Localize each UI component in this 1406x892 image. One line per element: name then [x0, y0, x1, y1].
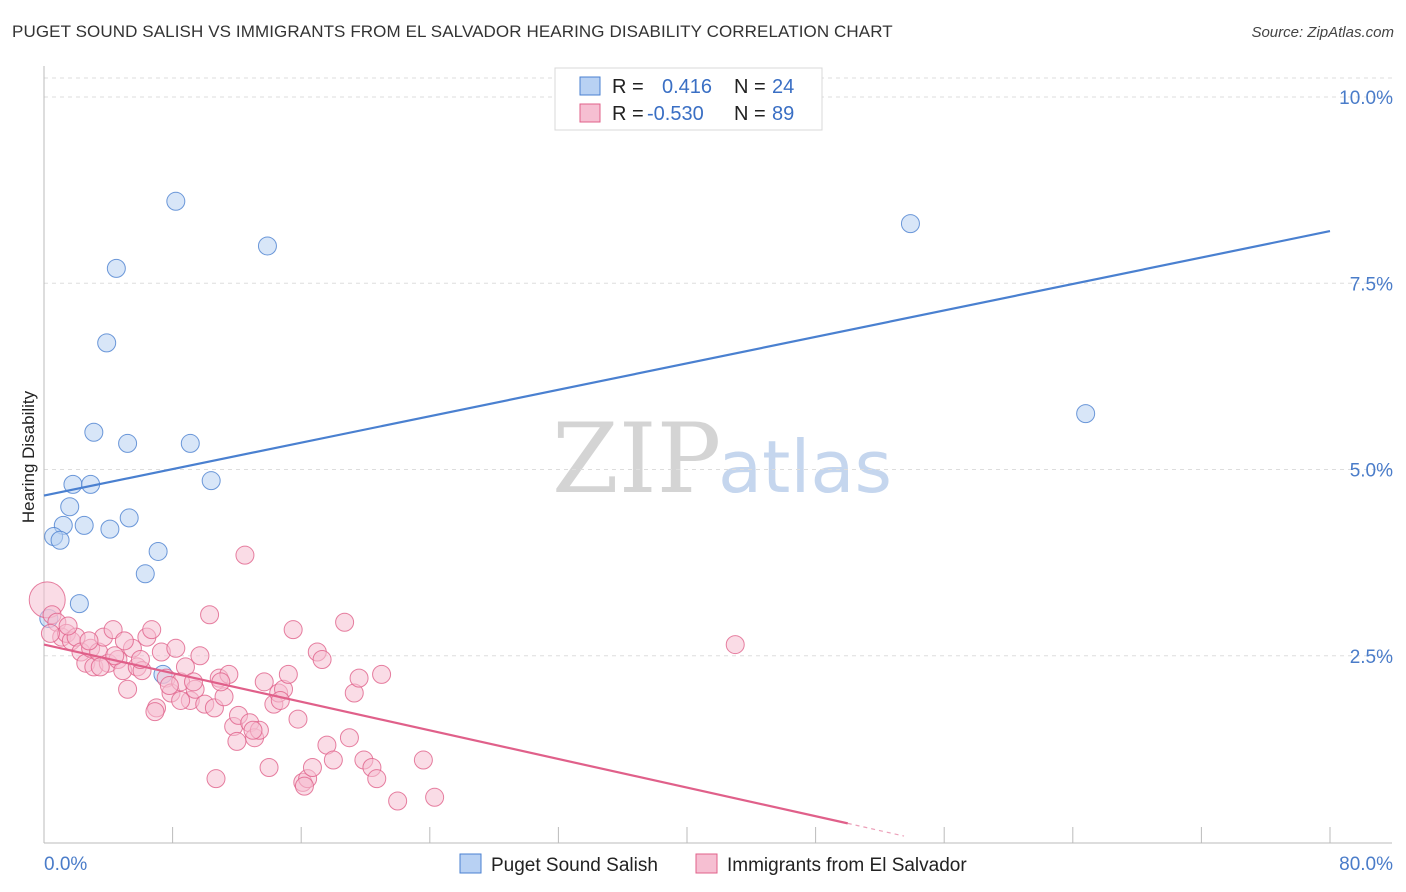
data-point — [58, 616, 78, 636]
y-tick-label: 2.5% — [1350, 647, 1393, 668]
data-point — [148, 541, 168, 561]
data-point — [74, 515, 94, 535]
data-point — [312, 649, 332, 669]
data-point — [349, 668, 369, 688]
data-point — [60, 497, 80, 517]
data-point — [201, 471, 221, 491]
data-point — [388, 791, 408, 811]
grid-lines — [44, 77, 1392, 657]
data-point — [79, 631, 99, 651]
data-point — [372, 664, 392, 684]
series-immigrants-el-salvador — [28, 545, 745, 811]
y-axis-label: Hearing Disability — [19, 390, 38, 523]
legend-n-label: N = — [734, 103, 766, 125]
legend-swatch-pink — [579, 103, 601, 123]
x-tick-labels: 0.0% 80.0% — [44, 854, 1393, 875]
chart-title: PUGET SOUND SALISH VS IMMIGRANTS FROM EL… — [12, 22, 893, 41]
data-point — [339, 728, 359, 748]
data-point — [302, 758, 322, 777]
correlation-legend: R = 0.416 N = 24 R = -0.530 N = 89 — [554, 67, 823, 131]
data-point — [200, 605, 220, 625]
data-point — [159, 676, 179, 696]
data-point — [323, 750, 343, 770]
legend-immigrants-el-salvador: Immigrants from El Salvador — [727, 855, 967, 876]
data-point — [118, 433, 138, 453]
legend-swatch-blue — [579, 76, 601, 96]
legend-r-label: R = — [612, 76, 644, 98]
data-point — [900, 214, 920, 234]
data-point — [114, 631, 134, 651]
data-point — [119, 508, 139, 528]
data-point — [50, 530, 70, 550]
data-point — [235, 545, 255, 565]
trend-line — [43, 643, 848, 825]
data-point — [166, 191, 186, 211]
legend-n-value: 89 — [772, 103, 794, 125]
data-point — [257, 236, 277, 256]
y-tick-label: 10.0% — [1339, 88, 1393, 109]
series-legend: Puget Sound Salish Immigrants from El Sa… — [459, 853, 967, 876]
data-point — [190, 646, 210, 666]
data-point — [206, 769, 226, 789]
data-point — [254, 672, 274, 692]
data-point — [166, 638, 186, 658]
legend-n-label: N = — [734, 76, 766, 98]
data-point — [294, 776, 314, 796]
data-point — [725, 635, 745, 655]
y-tick-labels: 2.5% 5.0% 7.5% 10.0% — [1339, 88, 1393, 668]
trend-lines — [43, 230, 1331, 837]
data-point — [1076, 404, 1096, 424]
legend-swatch-puget — [459, 853, 482, 874]
data-point — [100, 519, 120, 539]
data-point — [171, 690, 191, 710]
legend-r-value: -0.530 — [647, 103, 704, 125]
legend-swatch-el-salvador — [695, 853, 718, 874]
data-point — [118, 679, 138, 699]
data-point — [180, 433, 200, 453]
data-point — [283, 620, 303, 640]
data-point — [259, 758, 279, 777]
data-point — [90, 657, 110, 677]
legend-puget-sound-salish: Puget Sound Salish — [491, 855, 658, 876]
watermark-zip: ZIP — [552, 403, 721, 515]
data-point — [84, 422, 104, 442]
data-point — [97, 333, 117, 353]
data-point — [425, 787, 445, 807]
source-label: Source: ZipAtlas.com — [1251, 24, 1394, 41]
data-point — [367, 769, 387, 789]
data-point — [145, 702, 165, 722]
legend-r-value: 0.416 — [662, 76, 712, 98]
data-point — [413, 750, 433, 770]
data-point — [278, 664, 298, 684]
data-point — [69, 594, 89, 614]
trend-line-extension — [847, 822, 905, 837]
data-point — [106, 258, 126, 278]
x-tick-label: 80.0% — [1339, 854, 1393, 875]
data-point — [270, 690, 290, 710]
legend-n-value: 24 — [772, 76, 794, 98]
legend-r-label: R = — [612, 103, 644, 125]
y-tick-label: 7.5% — [1350, 274, 1393, 295]
watermark-atlas: atlas — [718, 425, 892, 509]
data-point — [243, 720, 263, 740]
data-point — [135, 564, 155, 584]
y-tick-label: 5.0% — [1350, 461, 1393, 482]
x-tick-label: 0.0% — [44, 854, 87, 875]
axes — [43, 66, 1392, 844]
data-point — [227, 731, 247, 751]
trend-line — [43, 230, 1331, 497]
data-point — [40, 623, 60, 643]
data-point — [288, 709, 308, 729]
series-puget-sound-salish — [39, 191, 1096, 684]
data-point — [142, 620, 162, 640]
data-point — [335, 612, 355, 632]
